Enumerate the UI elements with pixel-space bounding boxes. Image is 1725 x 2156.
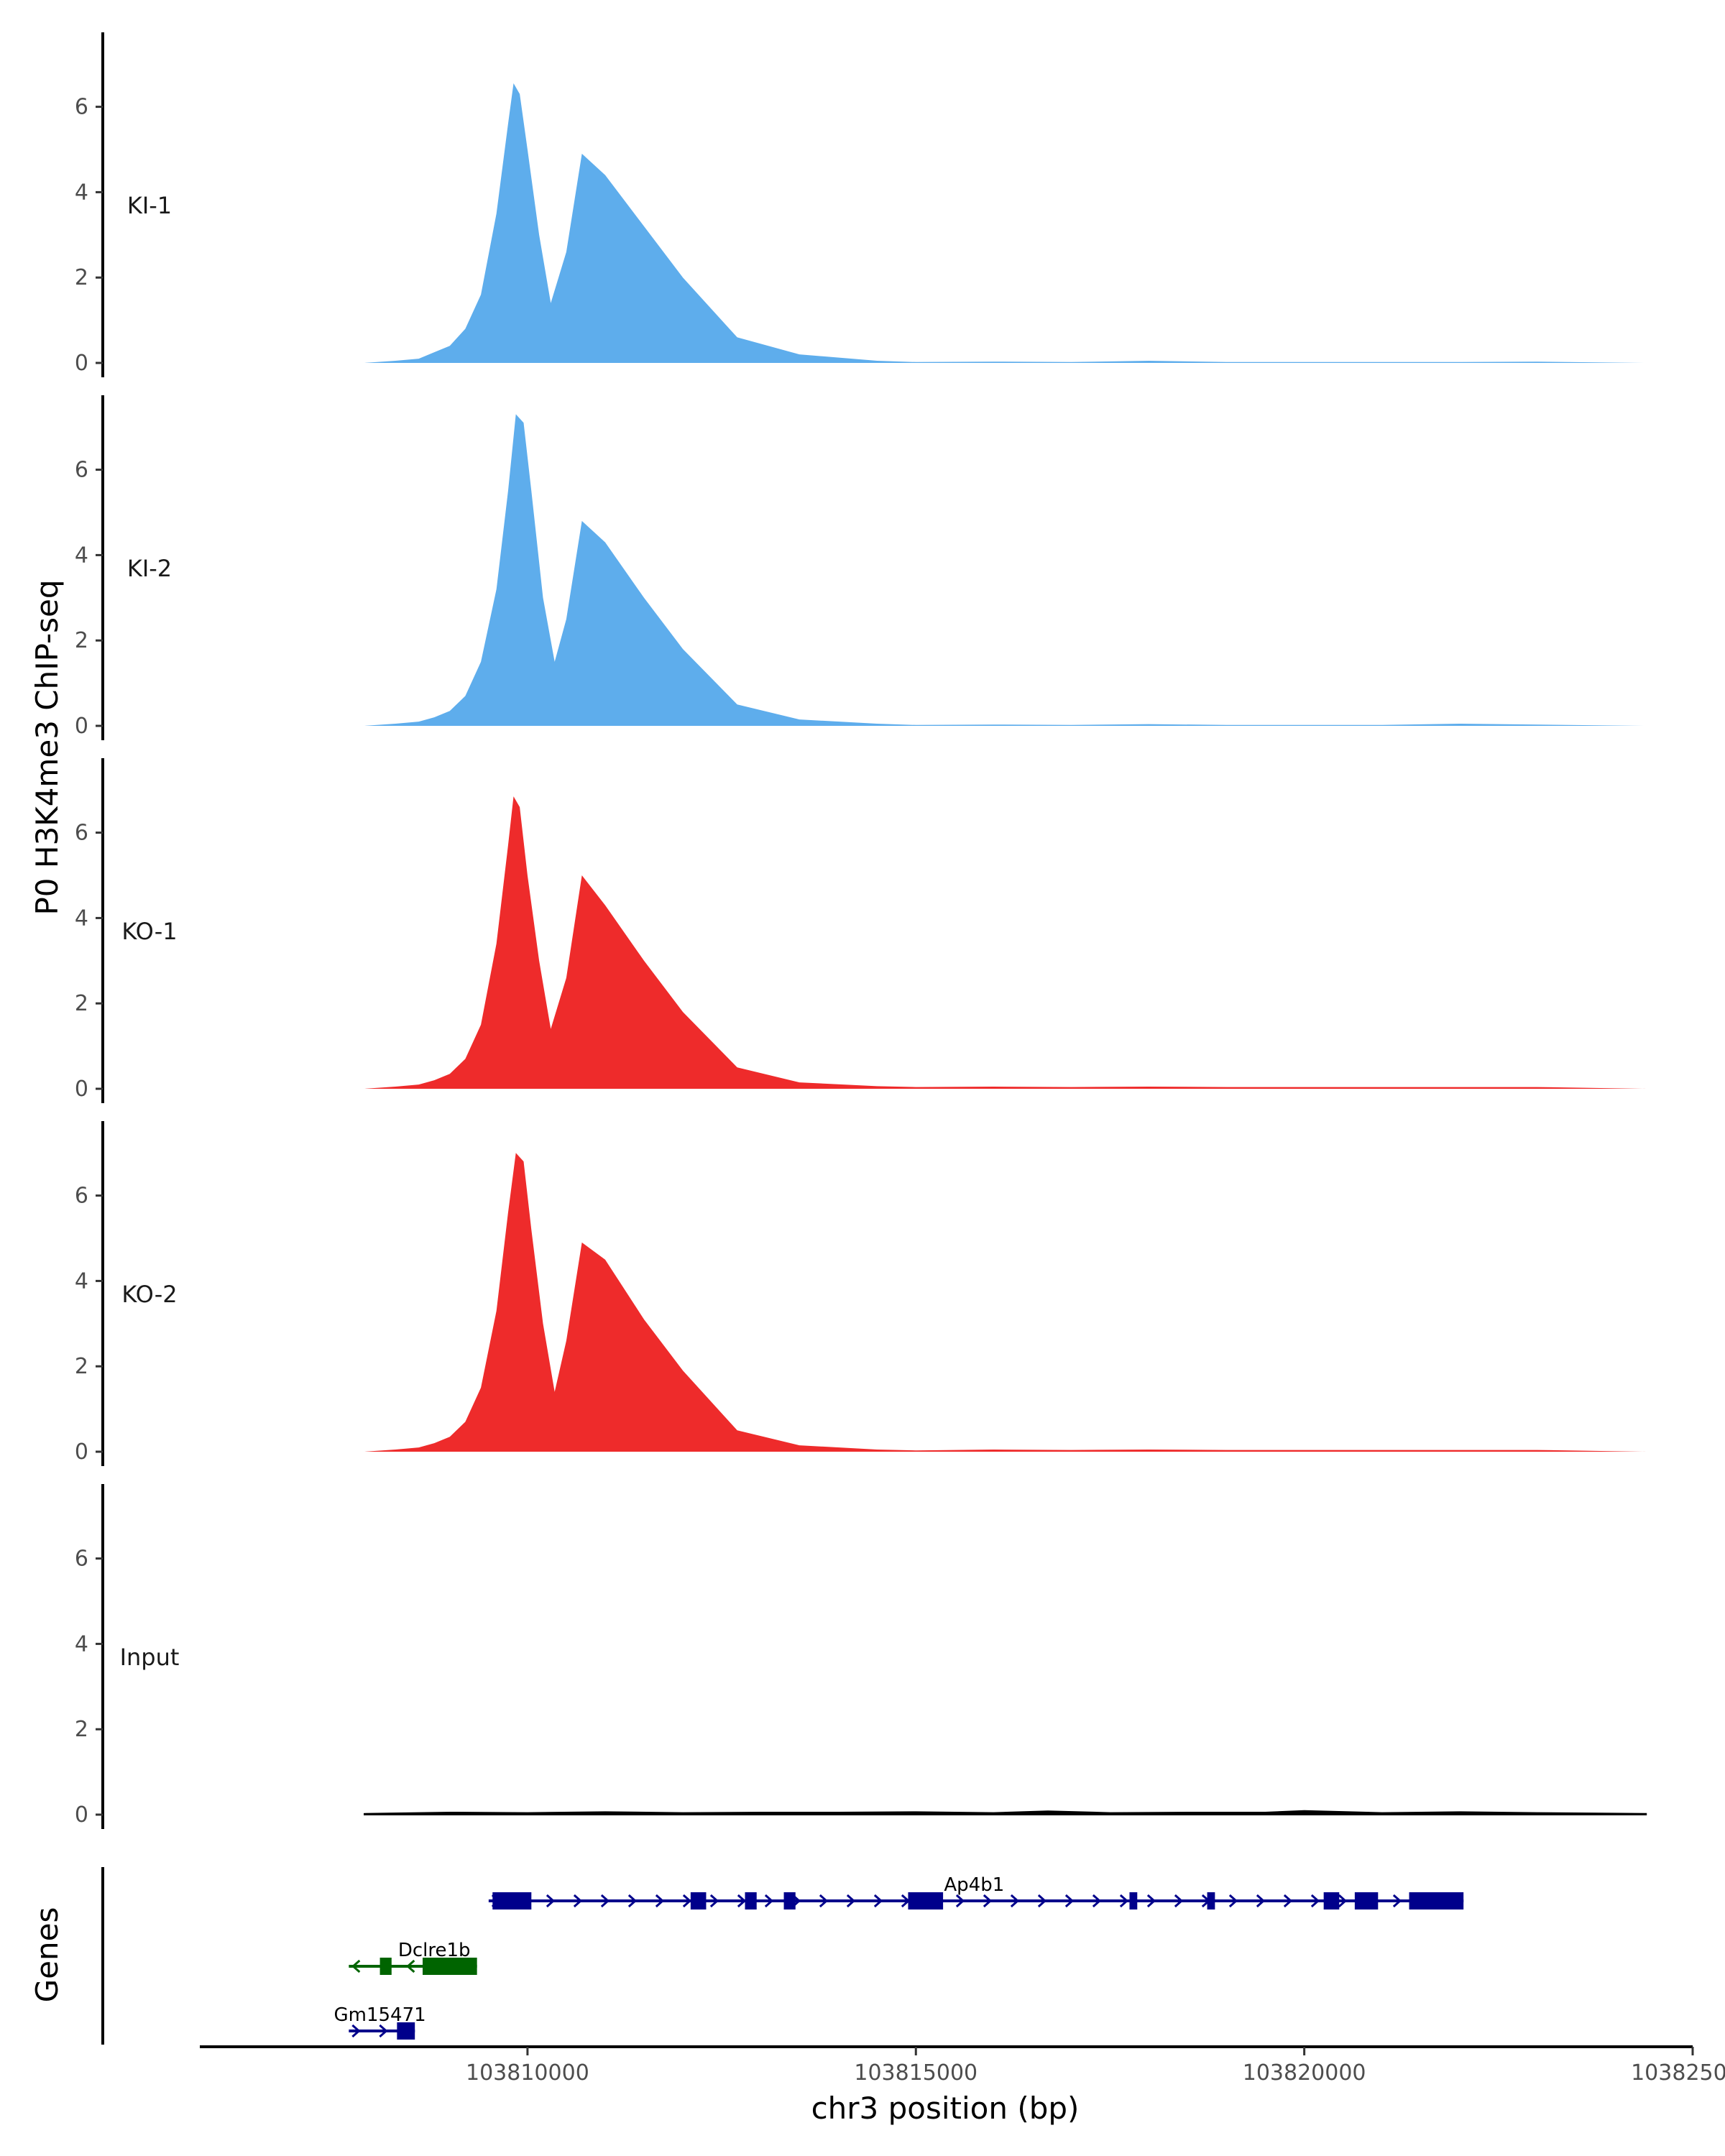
strand-arrow: [600, 1894, 610, 1908]
x-tick-label: 103825000: [1631, 2060, 1725, 2086]
strand-arrow: [546, 1894, 556, 1908]
strand-arrow: [1310, 1894, 1320, 1908]
y-tick-label: 4: [75, 906, 88, 931]
exon: [745, 1892, 757, 1909]
y-axis-title: P0 H3K4me3 ChIP-seq: [29, 579, 65, 915]
gene-label: Dclre1b: [398, 1940, 471, 1961]
signal-area: [364, 1153, 1647, 1452]
strand-arrow: [351, 1959, 361, 1973]
x-axis: 103810000 103815000 103820000 103825000: [200, 2045, 1725, 2086]
strand-arrow: [983, 1894, 993, 1908]
strand-arrow: [682, 1894, 692, 1908]
exon: [380, 1958, 392, 1975]
signal-area: [364, 796, 1647, 1089]
y-tick-label: 2: [75, 265, 88, 290]
signal-area: [364, 414, 1647, 726]
strand-arrow: [627, 1894, 638, 1908]
y-tick-label: 0: [75, 1439, 88, 1465]
strand-arrow: [1174, 1894, 1184, 1908]
y-tick-label: 0: [75, 1802, 88, 1828]
strand-arrow: [764, 1894, 774, 1908]
signal-area: [364, 83, 1647, 364]
track-input: 0 2 4 6 Input: [75, 1484, 1647, 1829]
genes-axis-title: Genes: [29, 1907, 65, 2003]
strand-arrow: [819, 1894, 829, 1908]
exon: [397, 2022, 415, 2040]
y-tick-label: 2: [75, 1354, 88, 1379]
exon: [1129, 1892, 1138, 1909]
strand-arrow: [1256, 1894, 1266, 1908]
strand-arrow: [1338, 1894, 1348, 1908]
strand-arrow: [1283, 1894, 1293, 1908]
exon: [1323, 1892, 1340, 1909]
exon: [423, 1958, 477, 1975]
gene-label: Ap4b1: [944, 1874, 1004, 1896]
exon: [492, 1892, 532, 1909]
gene-ap4b1: Ap4b1: [488, 1874, 1464, 1909]
y-tick-label: 2: [75, 628, 88, 653]
y-tick-label: 4: [75, 180, 88, 205]
x-tick-label: 103815000: [854, 2060, 978, 2086]
strand-arrow: [406, 1959, 415, 1973]
strand-arrow: [1392, 1894, 1402, 1908]
y-tick-label: 0: [75, 1077, 88, 1102]
signal-area: [364, 1810, 1647, 1815]
strand-arrow: [655, 1894, 665, 1908]
strand-arrow: [1119, 1894, 1129, 1908]
x-tick-label: 103810000: [466, 2060, 589, 2086]
track-label: KO-2: [121, 1281, 177, 1308]
y-tick-label: 2: [75, 991, 88, 1016]
exon: [1207, 1892, 1215, 1909]
x-tick-label: 103820000: [1243, 2060, 1366, 2086]
y-tick-label: 6: [75, 458, 88, 483]
strand-arrow: [573, 1894, 583, 1908]
strand-arrow: [1228, 1894, 1238, 1908]
strand-arrow: [1146, 1894, 1156, 1908]
track-ki-1: 0 2 4 6 KI-1: [75, 32, 1647, 377]
track-label: Input: [120, 1644, 180, 1671]
strand-arrow: [873, 1894, 883, 1908]
strand-arrow: [1010, 1894, 1020, 1908]
gene-gm15471: Gm15471: [334, 2004, 426, 2040]
track-ki-2: 0 2 4 6 KI-2: [75, 395, 1647, 740]
track-label: KI-1: [127, 192, 172, 219]
y-tick-label: 6: [75, 1184, 88, 1209]
y-tick-label: 6: [75, 821, 88, 846]
x-axis-title: chr3 position (bp): [811, 2091, 1080, 2126]
exon: [690, 1892, 707, 1909]
y-tick-label: 4: [75, 543, 88, 568]
exon: [783, 1892, 796, 1909]
y-tick-label: 4: [75, 1631, 88, 1657]
strand-arrow: [846, 1894, 856, 1908]
y-tick-label: 0: [75, 351, 88, 376]
y-tick-label: 0: [75, 714, 88, 739]
strand-arrow: [351, 2024, 361, 2038]
strand-arrow: [1092, 1894, 1102, 1908]
y-tick-label: 2: [75, 1717, 88, 1742]
track-label: KI-2: [127, 555, 172, 582]
exon: [908, 1892, 944, 1909]
strand-arrow: [709, 1894, 719, 1908]
track-ko-2: 0 2 4 6 KO-2: [75, 1121, 1647, 1466]
exon: [1354, 1892, 1379, 1909]
genes-layer: Ap4b1 Dclre1b Gm15471: [101, 1867, 1464, 2045]
strand-arrow: [955, 1894, 965, 1908]
strand-arrow: [1064, 1894, 1075, 1908]
track-label: KO-1: [121, 918, 177, 945]
y-tick-label: 4: [75, 1268, 88, 1294]
strand-arrow: [379, 2024, 388, 2038]
tracks-layer: 0 2 4 6 KI-1 0 2 4 6 KI-2 0 2 4 6 KO-1 0 2 4 6 KO-2 0 2 4 6 Inpu…: [75, 32, 1647, 1829]
exon: [1409, 1892, 1464, 1909]
track-ko-1: 0 2 4 6 KO-1: [75, 758, 1647, 1103]
strand-arrow: [737, 1894, 747, 1908]
gene-dclre1b: Dclre1b: [349, 1940, 477, 1975]
y-tick-label: 6: [75, 1547, 88, 1572]
gene-label: Gm15471: [334, 2004, 426, 2026]
strand-arrow: [1037, 1894, 1047, 1908]
y-tick-label: 6: [75, 95, 88, 120]
